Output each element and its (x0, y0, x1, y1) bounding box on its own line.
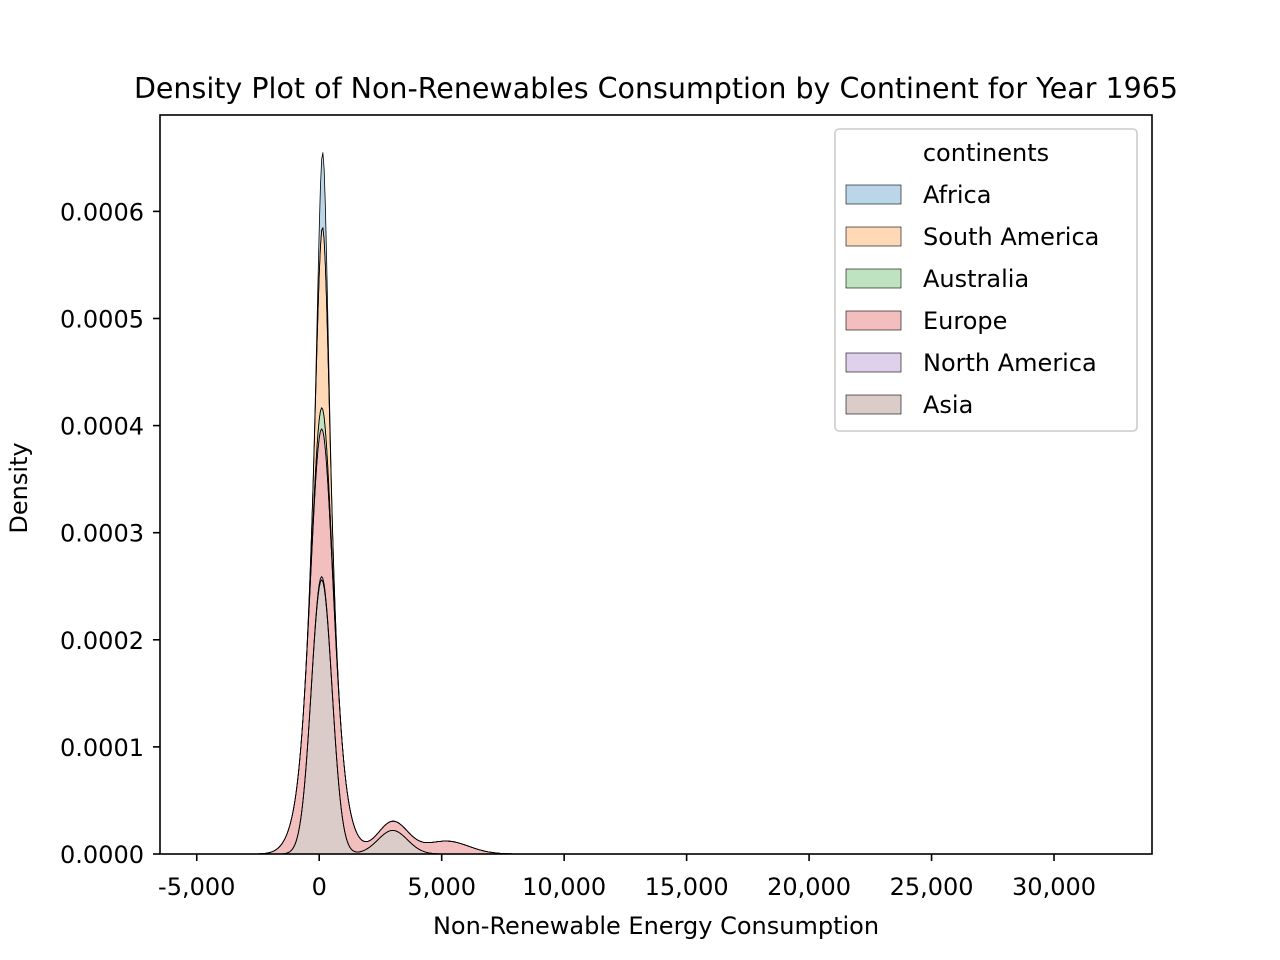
y-tick-label: 0.0002 (60, 627, 144, 655)
legend-label-south-america: South America (923, 223, 1099, 251)
y-tick-label: 0.0005 (60, 305, 144, 333)
legend-swatch-europe (845, 310, 902, 331)
y-tick-label: 0.0000 (60, 841, 144, 869)
legend-title: continents (923, 139, 1049, 167)
legend-label-australia: Australia (923, 265, 1029, 293)
legend-swatch-australia (845, 268, 902, 289)
x-tick-label: 5,000 (407, 873, 476, 901)
legend-swatch-north-america (845, 352, 902, 373)
legend-swatch-south-america (845, 226, 902, 247)
legend-label-north-america: North America (923, 349, 1097, 377)
y-axis-label: Density (5, 442, 33, 533)
y-tick-label: 0.0001 (60, 734, 144, 762)
x-tick-label: 15,000 (645, 873, 729, 901)
legend: continents Africa South America Australia E… (834, 128, 1138, 432)
y-tick-label: 0.0004 (60, 413, 144, 441)
legend-swatch-asia (845, 394, 902, 415)
plot-frame (159, 114, 1153, 855)
x-tick-label: 30,000 (1012, 873, 1096, 901)
x-tick-label: -5,000 (158, 873, 235, 901)
x-tick-label: 0 (312, 873, 327, 901)
legend-label-asia: Asia (923, 391, 973, 419)
chart-title: Density Plot of Non-Renewables Consumpti… (134, 72, 1178, 105)
x-axis-ticks: -5,000 0 5,000 10,000 15,000 20,000 25,000 30,0… (158, 854, 1096, 901)
legend-label-africa: Africa (923, 181, 991, 209)
x-axis-label: Non-Renewable Energy Consumption (433, 912, 879, 940)
legend-box (834, 128, 1138, 432)
x-tick-label: 25,000 (890, 873, 974, 901)
legend-label-europe: Europe (923, 307, 1007, 335)
x-tick-label: 10,000 (522, 873, 606, 901)
legend-swatch-africa (845, 184, 902, 205)
y-axis-ticks: 0.0000 0.0001 0.0002 0.0003 0.0004 0.0005 0.00… (60, 198, 160, 869)
y-tick-label: 0.0006 (60, 198, 144, 226)
y-tick-label: 0.0003 (60, 520, 144, 548)
x-tick-label: 20,000 (767, 873, 851, 901)
